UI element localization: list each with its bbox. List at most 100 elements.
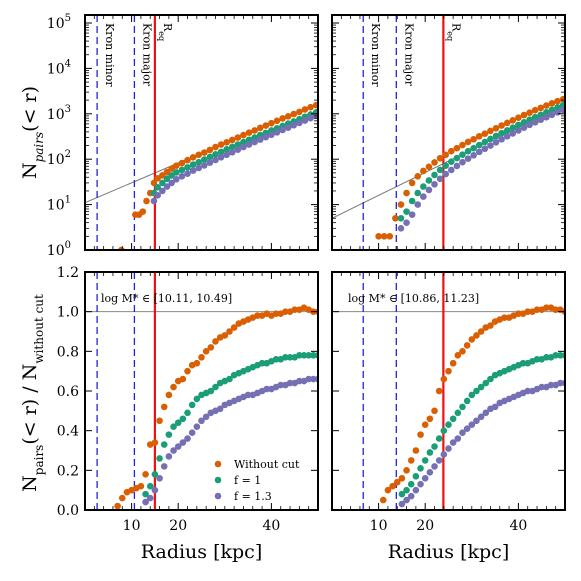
data-point <box>503 127 511 134</box>
data-point <box>421 474 429 482</box>
series-f-1-3 <box>397 106 565 232</box>
data-point <box>217 154 225 161</box>
data-point <box>202 348 210 355</box>
data-point <box>240 131 247 139</box>
data-point <box>156 455 163 462</box>
data-point <box>397 225 405 232</box>
data-point <box>206 146 214 154</box>
data-point <box>477 413 485 421</box>
data-point <box>170 447 177 454</box>
data-point <box>195 164 203 172</box>
data-point <box>207 344 215 351</box>
data-point <box>165 453 173 460</box>
data-point <box>445 445 452 452</box>
data-point <box>230 324 238 331</box>
data-point <box>454 352 462 359</box>
y-axis-label: Npairs(< r) / Nwithout cut <box>19 294 46 492</box>
data-point <box>188 401 196 409</box>
data-point <box>463 397 471 405</box>
y-tick-label: 103 <box>47 104 71 123</box>
data-point <box>417 465 424 472</box>
data-point <box>548 100 556 107</box>
data-point <box>195 151 203 159</box>
data-point <box>189 167 197 174</box>
data-point <box>137 482 145 490</box>
data-point <box>268 131 275 139</box>
data-point <box>272 355 280 363</box>
data-point <box>223 146 230 153</box>
data-point <box>386 233 394 240</box>
data-point <box>548 111 556 119</box>
data-point <box>258 359 266 367</box>
y-tick-label: 0.8 <box>57 344 79 360</box>
data-point <box>447 147 455 155</box>
data-point <box>468 421 476 429</box>
data-point <box>554 104 561 111</box>
data-point <box>425 163 433 171</box>
data-point <box>482 379 490 387</box>
data-point <box>193 359 201 367</box>
data-point <box>498 135 505 143</box>
data-point <box>468 336 476 343</box>
data-point <box>453 154 461 162</box>
data-point <box>240 143 247 151</box>
data-point <box>473 417 480 425</box>
data-point <box>307 114 314 122</box>
data-point <box>453 144 461 152</box>
data-point <box>375 233 382 240</box>
data-point <box>143 197 150 205</box>
data-point <box>537 111 545 119</box>
data-point <box>509 130 517 137</box>
data-point <box>200 156 208 163</box>
data-point <box>442 162 450 169</box>
series-f-1 <box>397 101 565 222</box>
data-point <box>426 415 434 423</box>
legend-marker <box>214 460 222 468</box>
data-point <box>139 208 147 215</box>
data-point <box>498 122 505 129</box>
x-tick-label: 40 <box>262 518 280 534</box>
mass-bin-annotation: log M* ∈ [10.86, 11.23] <box>348 292 479 305</box>
data-point <box>473 332 480 339</box>
data-point <box>436 166 444 174</box>
data-point <box>431 180 438 188</box>
data-point <box>296 352 303 359</box>
x-tick-label: 10 <box>123 518 141 534</box>
legend-marker <box>214 492 222 500</box>
data-point <box>524 387 532 395</box>
data-point <box>481 130 489 137</box>
data-point <box>459 158 466 166</box>
data-point <box>403 189 410 197</box>
data-point <box>184 435 191 442</box>
data-point <box>436 175 444 183</box>
data-point <box>216 405 224 413</box>
data-point <box>531 106 539 114</box>
data-point <box>184 170 191 177</box>
data-point <box>459 403 466 411</box>
data-point <box>380 233 388 240</box>
data-point <box>286 353 294 361</box>
data-point <box>431 443 438 450</box>
data-point <box>426 469 434 476</box>
data-point <box>170 423 177 431</box>
plot-area <box>332 272 565 510</box>
data-point <box>221 332 229 339</box>
data-point <box>459 151 466 158</box>
data-point <box>268 119 275 127</box>
data-point <box>477 328 485 335</box>
data-point <box>533 306 541 313</box>
y-axis-label: Npairs(< r) <box>19 86 46 179</box>
panel-top-left: Kron minor Kron major Req 100 101 102 103 104 10… <box>19 13 319 259</box>
data-point <box>412 486 420 494</box>
data-point <box>436 154 444 162</box>
data-point <box>520 124 528 131</box>
legend-label: f = 1.3 <box>234 490 272 503</box>
data-point <box>414 173 422 180</box>
vline-label-kron-major: Kron major <box>402 23 415 87</box>
data-point <box>412 447 420 454</box>
data-point <box>234 141 242 148</box>
data-point <box>296 119 303 127</box>
data-point <box>403 486 410 494</box>
data-point <box>468 391 476 399</box>
